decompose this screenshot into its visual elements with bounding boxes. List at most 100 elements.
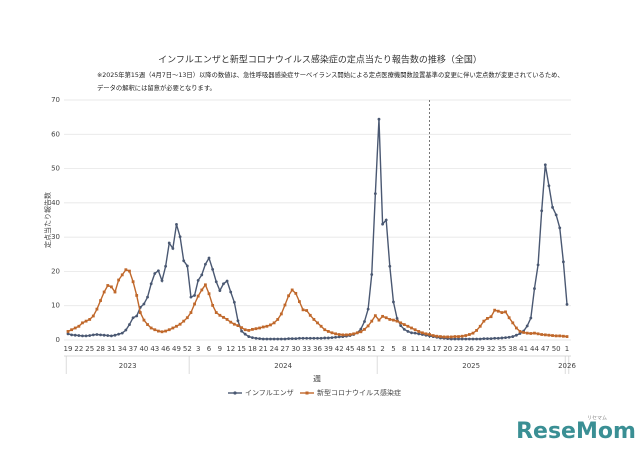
marker	[464, 337, 468, 341]
x-tick-label: 5	[391, 345, 395, 353]
marker	[561, 260, 565, 264]
marker	[113, 290, 117, 294]
marker	[478, 337, 482, 341]
marker	[298, 300, 301, 303]
marker	[287, 337, 290, 341]
marker	[164, 264, 168, 268]
x-tick-label: 27	[280, 345, 289, 353]
y-tick-label: 30	[51, 233, 60, 241]
x-tick-label: 34	[118, 345, 127, 353]
marker	[109, 285, 113, 289]
x-tick-label: 42	[335, 345, 344, 353]
legend-marker	[233, 391, 237, 395]
marker	[460, 337, 464, 341]
marker	[431, 334, 435, 337]
marker	[457, 337, 460, 341]
marker	[457, 335, 460, 338]
marker	[131, 280, 135, 284]
marker	[413, 331, 417, 335]
marker	[240, 326, 243, 330]
marker	[428, 333, 431, 336]
marker	[240, 329, 243, 333]
marker	[84, 334, 88, 338]
marker	[554, 213, 558, 217]
marker	[167, 328, 171, 332]
marker	[500, 311, 504, 314]
marker	[196, 278, 200, 282]
marker	[337, 335, 341, 339]
x-tick-label: 32	[487, 345, 496, 353]
marker	[222, 315, 225, 319]
note: データの解釈には留意が必要となります。	[97, 83, 216, 92]
x-tick-label: 50	[552, 345, 561, 353]
marker	[410, 326, 413, 330]
x-tick-label: 21	[259, 345, 268, 353]
marker	[124, 268, 128, 272]
marker	[229, 320, 233, 324]
marker	[547, 333, 551, 337]
marker	[406, 324, 410, 328]
marker	[211, 267, 215, 271]
y-axis-title: 定点当たり報告数	[43, 192, 52, 248]
marker	[222, 282, 225, 286]
marker	[120, 331, 124, 335]
marker	[243, 332, 247, 336]
marker	[363, 320, 366, 323]
x-tick-label: 24	[270, 345, 279, 353]
marker	[294, 291, 298, 295]
marker	[193, 294, 196, 297]
marker	[439, 335, 442, 338]
x-tick-label: 15	[237, 345, 246, 353]
marker	[91, 333, 95, 337]
marker	[489, 337, 493, 341]
x-tick-label: 31	[107, 345, 116, 353]
marker	[377, 117, 381, 121]
marker	[178, 322, 182, 326]
marker	[251, 336, 254, 339]
marker	[551, 334, 554, 337]
marker	[106, 334, 110, 337]
y-tick-label: 50	[51, 165, 60, 173]
x-tick-label: 2	[380, 345, 384, 353]
x-tick-label: 47	[541, 345, 550, 353]
marker	[106, 284, 110, 287]
marker	[551, 205, 554, 209]
x-tick-label: 1	[565, 345, 569, 353]
x-tick-label: 3	[196, 345, 200, 353]
marker	[149, 282, 153, 286]
marker	[326, 330, 330, 333]
legend-label: 新型コロナウイルス感染症	[317, 388, 401, 397]
marker	[185, 264, 189, 268]
marker	[370, 319, 374, 323]
marker	[395, 317, 399, 320]
marker	[251, 327, 254, 331]
marker	[269, 337, 272, 341]
marker	[424, 332, 428, 336]
marker	[236, 319, 240, 323]
marker	[175, 223, 178, 226]
marker	[175, 324, 178, 328]
marker	[316, 321, 319, 325]
marker	[536, 263, 540, 267]
x-tick-label: 37	[129, 345, 138, 353]
marker	[167, 241, 171, 245]
marker	[301, 336, 305, 340]
marker	[164, 329, 168, 333]
marker	[279, 337, 283, 341]
marker	[308, 313, 312, 317]
marker	[265, 337, 269, 341]
marker	[204, 283, 207, 287]
marker	[449, 335, 453, 339]
marker	[359, 330, 363, 334]
marker	[334, 332, 337, 336]
marker	[417, 330, 421, 333]
marker	[533, 287, 536, 290]
x-tick-label: 36	[313, 345, 322, 353]
marker	[489, 315, 493, 319]
x-tick-label: 20	[443, 345, 452, 353]
marker	[128, 269, 131, 273]
marker	[156, 269, 160, 273]
x-tick-label: 48	[356, 345, 365, 353]
year-label: 2023	[119, 362, 137, 370]
marker	[102, 333, 106, 337]
